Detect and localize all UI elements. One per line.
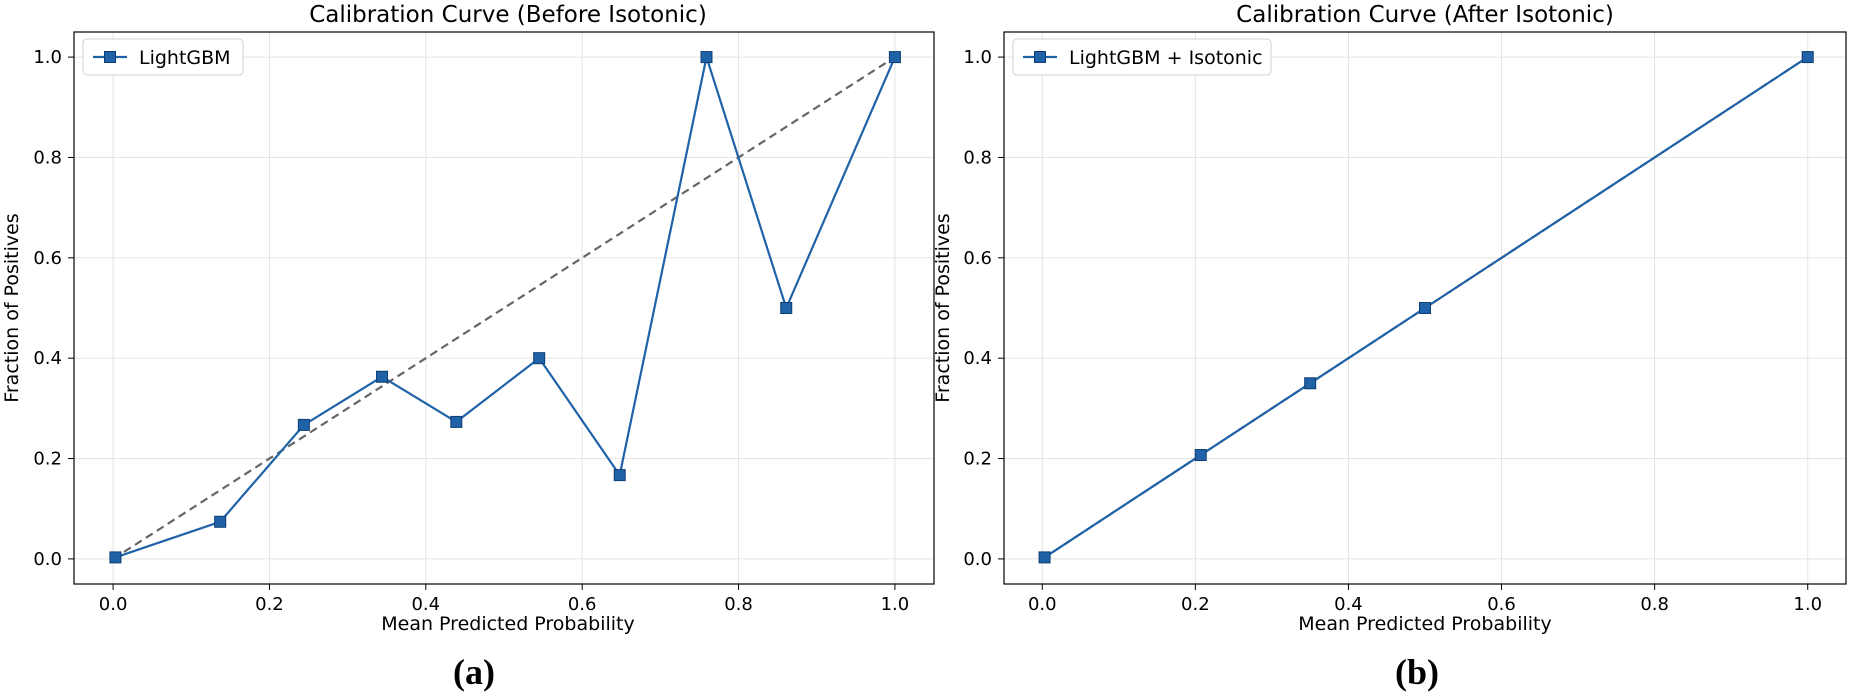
x-axis-ticks: 0.0 0.2 0.4 0.6 0.8 1.0 <box>99 584 909 615</box>
panel-title: Calibration Curve (After Isotonic) <box>1236 2 1614 28</box>
data-point-marker <box>1194 449 1207 462</box>
y-tick-label: 0.8 <box>33 147 62 168</box>
x-tick-label: 0.0 <box>1028 594 1057 615</box>
panel-title: Calibration Curve (Before Isotonic) <box>309 2 707 28</box>
data-point-marker <box>450 415 463 428</box>
plot-area-frame <box>1003 31 1847 585</box>
y-tick-label: 0.2 <box>963 449 992 470</box>
data-point-marker <box>613 469 626 482</box>
panel-label-a: (a) <box>453 652 495 692</box>
y-tick-label: 0.0 <box>963 549 992 570</box>
plot-area-frame <box>73 31 935 585</box>
data-point-marker <box>376 370 389 383</box>
legend-box <box>82 38 244 76</box>
data-point-marker <box>888 51 901 64</box>
data-point-marker <box>109 551 122 564</box>
reference-diagonal-line <box>112 56 896 560</box>
data-point-marker <box>533 352 546 365</box>
legend-entry-label: LightGBM <box>139 47 231 69</box>
y-tick-label: 0.4 <box>33 348 62 369</box>
legend-marker-swatch <box>104 51 116 63</box>
data-point-marker <box>780 302 793 314</box>
x-tick-label: 0.4 <box>411 594 440 615</box>
data-point-marker <box>297 418 310 431</box>
data-point-marker <box>1304 377 1317 390</box>
data-point-marker <box>1038 551 1051 564</box>
y-axis-label: Fraction of Positives <box>1 213 23 402</box>
legend-entry-label: LightGBM + Isotonic <box>1069 47 1263 69</box>
x-tick-label: 0.2 <box>255 594 284 615</box>
x-axis-ticks: 0.0 0.2 0.4 0.6 0.8 1.0 <box>1028 584 1822 615</box>
x-axis-label: Mean Predicted Probability <box>381 613 634 635</box>
series-line-lightgbm <box>115 52 896 559</box>
series-markers <box>1038 51 1814 564</box>
x-tick-label: 0.0 <box>99 594 128 615</box>
y-tick-label: 0.8 <box>963 147 992 168</box>
y-axis-ticks: 0.0 0.2 0.4 0.6 0.8 1.0 <box>963 47 1004 570</box>
x-tick-label: 0.8 <box>1640 594 1669 615</box>
data-point-marker <box>700 51 713 64</box>
y-axis-ticks: 0.0 0.2 0.4 0.6 0.8 1.0 <box>33 47 74 570</box>
y-tick-label: 1.0 <box>963 47 992 68</box>
data-point-marker <box>1419 302 1431 314</box>
x-tick-label: 0.4 <box>1334 594 1363 615</box>
x-axis-label: Mean Predicted Probability <box>1298 613 1551 635</box>
y-tick-label: 1.0 <box>33 47 62 68</box>
x-tick-label: 1.0 <box>881 594 910 615</box>
series-markers <box>109 51 901 564</box>
y-tick-label: 0.6 <box>963 248 992 269</box>
y-tick-label: 0.6 <box>33 248 62 269</box>
data-point-marker <box>214 515 227 528</box>
panel-a: Calibration Curve (Before Isotonic) 0.0 0… <box>1 2 935 692</box>
y-tick-label: 0.4 <box>963 348 992 369</box>
panel-b: Calibration Curve (After Isotonic) 0.0 0.… <box>932 2 1847 692</box>
x-tick-label: 0.2 <box>1181 594 1210 615</box>
y-tick-label: 0.2 <box>33 449 62 470</box>
legend-box <box>1012 38 1272 76</box>
y-axis-label: Fraction of Positives <box>932 213 954 402</box>
panel-label-b: (b) <box>1395 652 1439 692</box>
x-tick-label: 0.8 <box>724 594 753 615</box>
legend-marker-swatch <box>1034 51 1046 63</box>
y-tick-label: 0.0 <box>33 549 62 570</box>
data-point-marker <box>1801 51 1814 64</box>
legend: LightGBM <box>82 38 244 76</box>
x-tick-label: 1.0 <box>1793 594 1822 615</box>
x-tick-label: 0.6 <box>568 594 597 615</box>
x-tick-label: 0.6 <box>1487 594 1516 615</box>
legend: LightGBM + Isotonic <box>1012 38 1272 76</box>
